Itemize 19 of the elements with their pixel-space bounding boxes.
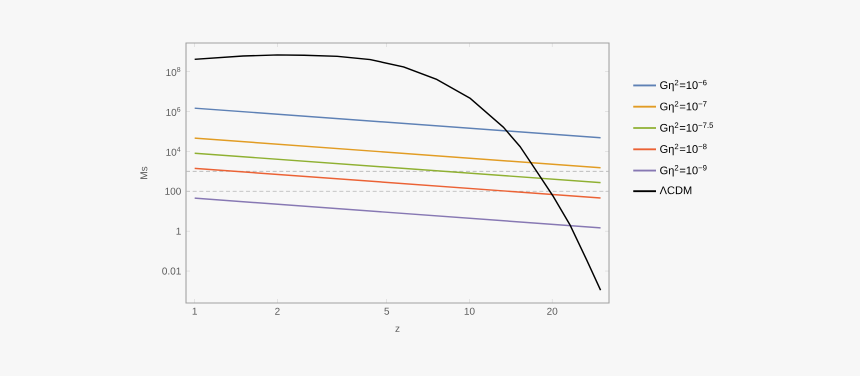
legend-label: Gη$^{2}$=10$^{−6}$ bbox=[660, 80, 707, 92]
y-tick-label: 10$^{8}$ bbox=[166, 67, 180, 76]
x-tick-label: 1 bbox=[192, 308, 197, 315]
legend-label: ΛCDM bbox=[660, 186, 692, 194]
x-axis-title: z bbox=[395, 326, 400, 332]
x-tick-label: 5 bbox=[384, 308, 390, 315]
legend-label: Gη$^{2}$=10$^{−9}$ bbox=[660, 165, 707, 177]
legend-label: Gη$^{2}$=10$^{−7.5}$ bbox=[660, 122, 714, 134]
y-tick-label: 1 bbox=[176, 228, 181, 235]
x-tick-label: 10 bbox=[464, 308, 475, 315]
legend-label: Gη$^{2}$=10$^{−8}$ bbox=[660, 144, 707, 156]
y-tick-label: 100 bbox=[165, 188, 181, 195]
x-tick-label: 20 bbox=[547, 308, 558, 315]
x-tick-label: 2 bbox=[275, 308, 280, 315]
y-axis-title: Ms bbox=[140, 166, 148, 179]
legend-label: Gη$^{2}$=10$^{−7}$ bbox=[660, 101, 707, 113]
y-tick-label: 10$^{4}$ bbox=[166, 146, 180, 156]
y-tick-label: 10$^{6}$ bbox=[166, 106, 180, 116]
y-tick-label: 0.01 bbox=[162, 268, 181, 275]
